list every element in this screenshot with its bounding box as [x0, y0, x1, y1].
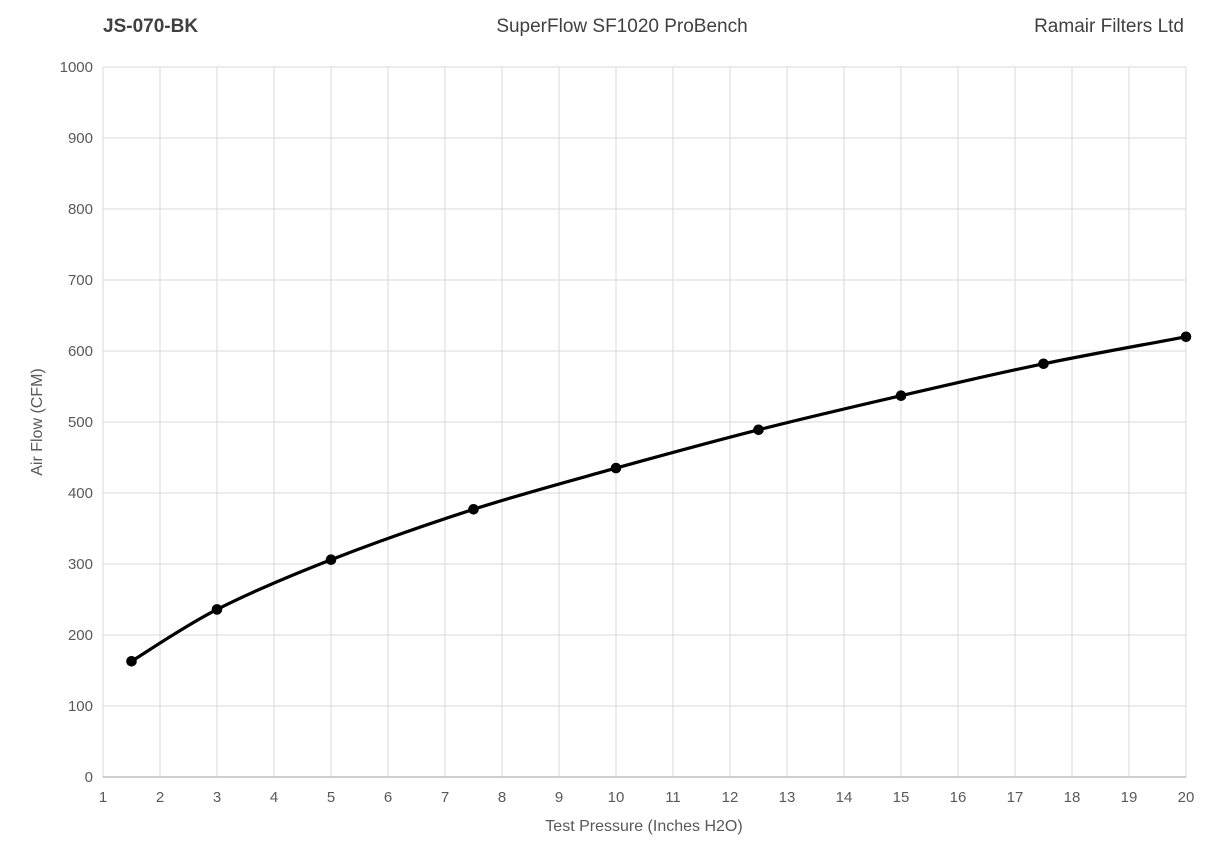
- y-tick-label: 400: [68, 485, 93, 502]
- x-tick-label: 18: [1064, 789, 1081, 806]
- x-tick-label: 15: [893, 789, 910, 806]
- x-tick-label: 5: [327, 789, 335, 806]
- x-tick-label: 1: [99, 789, 107, 806]
- data-point-marker: [325, 554, 337, 565]
- data-point-marker: [895, 390, 907, 402]
- y-tick-label: 200: [68, 627, 93, 644]
- y-tick-label: 700: [68, 272, 93, 289]
- x-tick-label: 12: [722, 789, 739, 806]
- x-tick-label: 17: [1007, 789, 1024, 806]
- y-axis-title: Air Flow (CFM): [29, 368, 46, 476]
- y-tick-label: 0: [85, 769, 93, 786]
- company-name-title: Ramair Filters Ltd: [1034, 16, 1184, 37]
- y-tick-label: 500: [68, 414, 93, 431]
- flow-curve: [129, 335, 1188, 663]
- x-tick-label: 20: [1178, 789, 1195, 806]
- y-tick-label: 800: [68, 201, 93, 218]
- y-tick-label: 900: [68, 130, 93, 147]
- data-point-marker: [610, 462, 622, 474]
- x-tick-label: 2: [156, 789, 164, 806]
- x-tick-label: 13: [779, 789, 796, 806]
- x-tick-label: 19: [1121, 789, 1138, 806]
- y-tick-label: 1000: [60, 59, 93, 76]
- x-tick-label: 11: [665, 789, 681, 806]
- data-point-marker: [211, 604, 223, 615]
- data-point-marker: [468, 504, 479, 515]
- x-tick-label: 14: [836, 789, 853, 806]
- data-point-marker: [126, 656, 137, 667]
- y-tick-label: 600: [68, 343, 93, 360]
- x-tick-label: 4: [270, 789, 278, 806]
- x-tick-label: 3: [213, 789, 221, 806]
- x-tick-label: 8: [498, 789, 506, 806]
- data-point-marker: [753, 424, 764, 436]
- x-tick-label: 9: [555, 789, 563, 806]
- x-axis-title: Test Pressure (Inches H2O): [545, 818, 743, 835]
- y-tick-label: 300: [68, 556, 93, 573]
- part-number-title: JS-070-BK: [103, 16, 199, 37]
- y-tick-label: 100: [68, 698, 93, 715]
- chart-title: SuperFlow SF1020 ProBench: [496, 16, 748, 37]
- x-tick-label: 6: [384, 789, 392, 806]
- data-point-marker: [1038, 358, 1049, 370]
- x-tick-label: 16: [950, 789, 967, 806]
- x-tick-label: 10: [608, 789, 625, 806]
- data-point-marker: [1180, 331, 1192, 343]
- x-tick-label: 7: [441, 789, 449, 806]
